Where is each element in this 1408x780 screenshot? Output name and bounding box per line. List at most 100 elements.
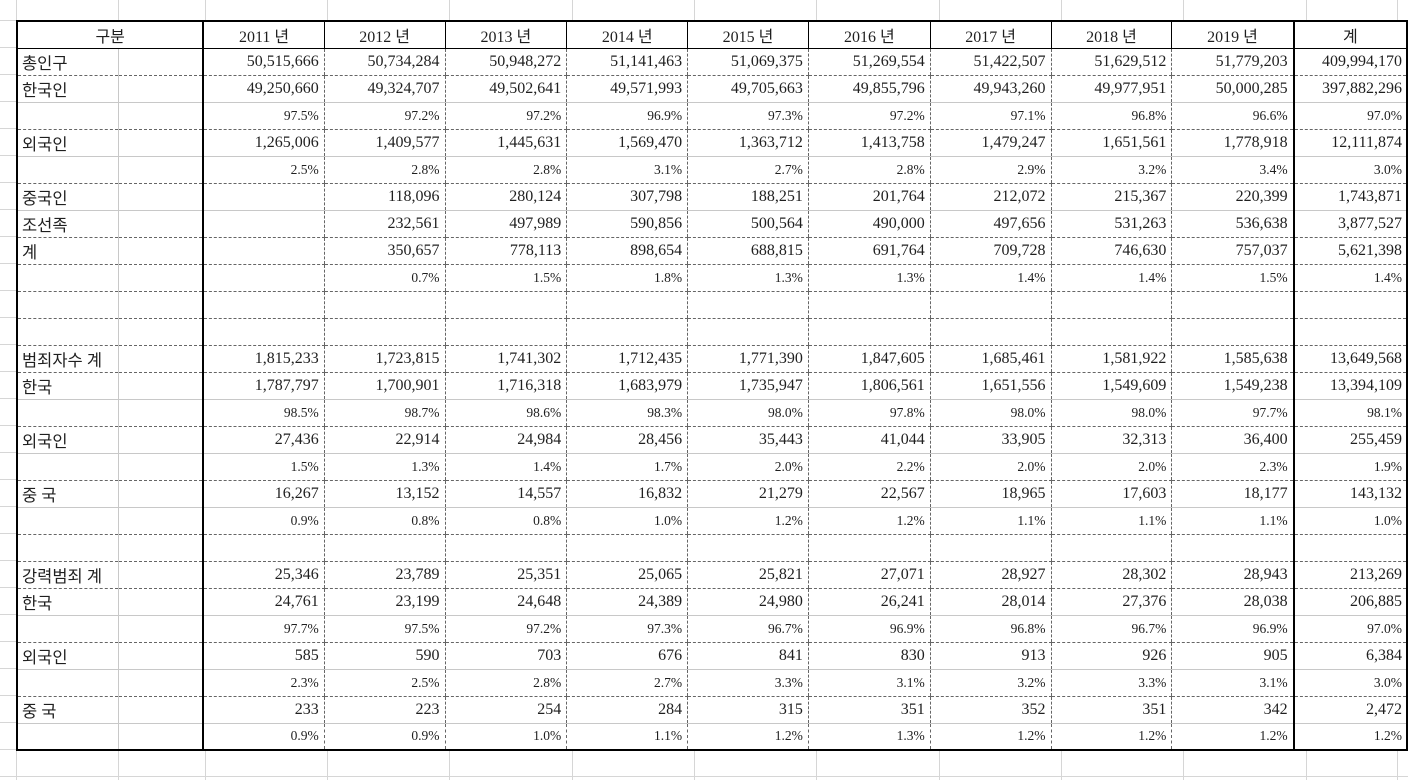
value-cell[interactable]: 342 xyxy=(1171,696,1294,724)
total-cell[interactable]: 206,885 xyxy=(1292,588,1407,616)
value-cell[interactable]: 1.3% xyxy=(323,453,445,481)
value-cell[interactable]: 97.3% xyxy=(687,102,809,130)
value-cell[interactable]: 21,279 xyxy=(687,480,809,508)
value-cell[interactable]: 3.2% xyxy=(929,669,1052,697)
value-cell[interactable]: 1.1% xyxy=(929,507,1052,535)
value-cell[interactable]: 0.9% xyxy=(323,723,445,750)
value-cell[interactable]: 830 xyxy=(807,642,931,670)
value-cell[interactable]: 223 xyxy=(323,696,445,724)
value-cell[interactable]: 676 xyxy=(566,642,688,670)
value-cell[interactable]: 1.3% xyxy=(687,264,809,292)
value-cell[interactable] xyxy=(929,534,1052,562)
value-cell[interactable]: 49,502,641 xyxy=(444,75,567,103)
year-header[interactable]: 2017 년 xyxy=(929,21,1052,49)
value-cell[interactable]: 2.3% xyxy=(202,669,325,697)
value-cell[interactable]: 24,389 xyxy=(566,588,688,616)
total-cell[interactable]: 13,649,568 xyxy=(1292,345,1407,373)
row-label-spill-cell[interactable] xyxy=(118,237,204,265)
value-cell[interactable]: 24,980 xyxy=(687,588,809,616)
total-cell[interactable]: 6,384 xyxy=(1292,642,1407,670)
value-cell[interactable] xyxy=(323,534,445,562)
value-cell[interactable] xyxy=(1050,318,1172,346)
total-cell[interactable]: 1,743,871 xyxy=(1292,183,1407,211)
value-cell[interactable]: 28,302 xyxy=(1050,561,1172,589)
value-cell[interactable] xyxy=(566,534,688,562)
row-label-spill-cell[interactable] xyxy=(118,426,204,454)
value-cell[interactable]: 97.5% xyxy=(202,102,325,130)
value-cell[interactable]: 1,479,247 xyxy=(929,129,1052,157)
value-cell[interactable]: 351 xyxy=(807,696,931,724)
total-cell[interactable]: 3.0% xyxy=(1292,156,1407,184)
value-cell[interactable]: 1,771,390 xyxy=(687,345,809,373)
value-cell[interactable]: 1,409,577 xyxy=(323,129,445,157)
value-cell[interactable]: 1,363,712 xyxy=(687,129,809,157)
value-cell[interactable]: 32,313 xyxy=(1050,426,1172,454)
value-cell[interactable]: 23,789 xyxy=(323,561,445,589)
value-cell[interactable]: 2.8% xyxy=(807,156,931,184)
value-cell[interactable]: 97.8% xyxy=(807,399,931,427)
total-header[interactable]: 계 xyxy=(1292,21,1407,49)
value-cell[interactable] xyxy=(566,291,688,319)
year-header[interactable]: 2012 년 xyxy=(323,21,445,49)
value-cell[interactable]: 2.0% xyxy=(929,453,1052,481)
total-cell[interactable]: 98.1% xyxy=(1292,399,1407,427)
value-cell[interactable]: 215,367 xyxy=(1050,183,1172,211)
value-cell[interactable]: 97.7% xyxy=(1171,399,1294,427)
value-cell[interactable] xyxy=(807,318,931,346)
value-cell[interactable]: 2.8% xyxy=(444,669,567,697)
value-cell[interactable] xyxy=(1171,291,1294,319)
value-cell[interactable]: 118,096 xyxy=(323,183,445,211)
year-header[interactable]: 2015 년 xyxy=(687,21,809,49)
value-cell[interactable]: 96.7% xyxy=(1050,615,1172,643)
row-label-spill-cell[interactable] xyxy=(118,696,204,724)
row-label-cell[interactable] xyxy=(17,615,119,643)
value-cell[interactable]: 97.2% xyxy=(444,102,567,130)
row-label-cell[interactable] xyxy=(17,264,119,292)
value-cell[interactable]: 1.8% xyxy=(566,264,688,292)
value-cell[interactable]: 1,413,758 xyxy=(807,129,931,157)
value-cell[interactable]: 1.2% xyxy=(687,507,809,535)
value-cell[interactable]: 2.8% xyxy=(323,156,445,184)
value-cell[interactable]: 691,764 xyxy=(807,237,931,265)
value-cell[interactable]: 96.9% xyxy=(807,615,931,643)
value-cell[interactable]: 531,263 xyxy=(1050,210,1172,238)
value-cell[interactable]: 351 xyxy=(1050,696,1172,724)
value-cell[interactable]: 1,685,461 xyxy=(929,345,1052,373)
value-cell[interactable]: 1,741,302 xyxy=(444,345,567,373)
value-cell[interactable]: 220,399 xyxy=(1171,183,1294,211)
value-cell[interactable]: 1,847,605 xyxy=(807,345,931,373)
value-cell[interactable]: 49,324,707 xyxy=(323,75,445,103)
year-header[interactable]: 2016 년 xyxy=(807,21,931,49)
value-cell[interactable] xyxy=(202,264,325,292)
row-label-spill-cell[interactable] xyxy=(118,534,204,562)
value-cell[interactable]: 98.0% xyxy=(929,399,1052,427)
value-cell[interactable]: 24,984 xyxy=(444,426,567,454)
value-cell[interactable] xyxy=(1171,534,1294,562)
value-cell[interactable]: 1.2% xyxy=(929,723,1052,750)
value-cell[interactable]: 778,113 xyxy=(444,237,567,265)
value-cell[interactable]: 28,014 xyxy=(929,588,1052,616)
total-cell[interactable] xyxy=(1292,318,1407,346)
value-cell[interactable]: 13,152 xyxy=(323,480,445,508)
value-cell[interactable]: 1.5% xyxy=(1171,264,1294,292)
row-label-spill-cell[interactable] xyxy=(118,210,204,238)
row-label-cell[interactable]: 중 국 xyxy=(17,696,119,724)
value-cell[interactable]: 50,734,284 xyxy=(323,48,445,76)
value-cell[interactable]: 2.8% xyxy=(444,156,567,184)
value-cell[interactable]: 2.5% xyxy=(202,156,325,184)
value-cell[interactable] xyxy=(687,534,809,562)
row-label-cell[interactable] xyxy=(17,102,119,130)
value-cell[interactable] xyxy=(444,534,567,562)
value-cell[interactable]: 96.9% xyxy=(1171,615,1294,643)
value-cell[interactable] xyxy=(202,183,325,211)
row-label-spill-cell[interactable] xyxy=(118,615,204,643)
total-cell[interactable]: 97.0% xyxy=(1292,615,1407,643)
value-cell[interactable]: 1.3% xyxy=(807,723,931,750)
value-cell[interactable]: 28,943 xyxy=(1171,561,1294,589)
value-cell[interactable] xyxy=(1050,291,1172,319)
value-cell[interactable]: 212,072 xyxy=(929,183,1052,211)
value-cell[interactable] xyxy=(202,291,325,319)
value-cell[interactable]: 22,914 xyxy=(323,426,445,454)
row-label-cell[interactable]: 중 국 xyxy=(17,480,119,508)
value-cell[interactable]: 24,648 xyxy=(444,588,567,616)
